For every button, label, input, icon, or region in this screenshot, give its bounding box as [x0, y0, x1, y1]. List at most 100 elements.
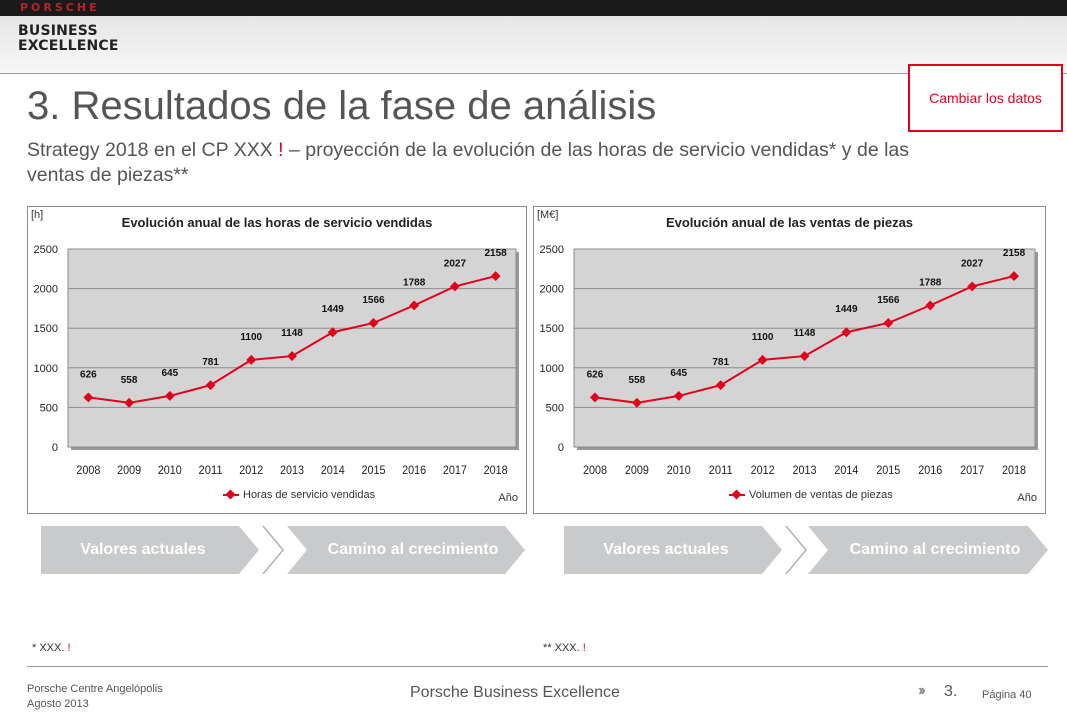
y-tick-label: 500: [546, 402, 564, 414]
data-point: [205, 380, 216, 391]
footnote-left-text: * XXX.: [32, 642, 68, 654]
line-chart-service-hours: 0 500 1000 1500 2000 2500 2008 2009 2010 2011 2012…: [34, 244, 519, 477]
x-tick-label: 2016: [918, 465, 942, 477]
footer-section-number: 3.: [944, 683, 958, 700]
y-tick-label: 1500: [540, 323, 564, 335]
data-label: 645: [670, 368, 687, 379]
page-subtitle: Strategy 2018 en el CP XXX ! – proyecció…: [27, 138, 927, 188]
change-data-button[interactable]: Cambiar los datos: [908, 64, 1063, 132]
y-tick-label: 1000: [540, 363, 564, 375]
data-label: 626: [587, 369, 604, 380]
footnote-right: ** XXX. !: [543, 642, 586, 654]
x-tick-label: 2015: [876, 465, 900, 477]
data-point: [883, 318, 894, 328]
header-banner: BUSINESS EXCELLENCE: [0, 16, 1067, 74]
data-label: 1148: [281, 328, 303, 339]
footnote-left: * XXX. !: [32, 642, 71, 654]
data-label: 1100: [240, 332, 262, 343]
data-label: 2158: [485, 248, 508, 259]
y-tick-label: 0: [52, 442, 58, 454]
data-label: 2027: [961, 258, 984, 269]
x-tick-label: 2008: [583, 465, 607, 477]
y-tick-label: 0: [558, 442, 564, 454]
x-tick-label: 2013: [793, 465, 817, 477]
line-chart-parts-sales: 0 500 1000 1500 2000 2500 2008 2009 2010 2011 2012…: [540, 244, 1038, 477]
x-tick-label: 2012: [239, 465, 263, 477]
subtitle-placeholder-mark: !: [278, 139, 284, 161]
data-label: 1100: [752, 332, 774, 343]
data-label: 558: [629, 375, 646, 386]
data-label: 558: [121, 375, 138, 386]
data-label: 1148: [794, 328, 816, 339]
plot-area: [573, 248, 1036, 448]
data-point: [631, 397, 642, 408]
data-label: 781: [202, 357, 219, 368]
legend-label: Volumen de ventas de piezas: [749, 489, 893, 501]
data-label: 645: [161, 368, 178, 379]
data-point: [715, 380, 726, 391]
x-tick-label: 2011: [199, 465, 223, 477]
program-logo: BUSINESS EXCELLENCE: [18, 24, 119, 54]
chart-panel-parts-sales: [M€] Evolución anual de las ventas de pi…: [533, 206, 1046, 514]
x-tick-label: 2017: [443, 465, 467, 477]
chevron-current-values-left[interactable]: Valores actuales: [41, 526, 259, 574]
y-tick-label: 2000: [34, 284, 58, 296]
data-point: [967, 281, 978, 292]
footnote-right-mark: !: [582, 642, 586, 654]
x-tick-label: 2017: [960, 465, 984, 477]
chevron-growth-path-right[interactable]: Camino al crecimiento: [808, 526, 1048, 574]
x-tick-label: 2009: [625, 465, 649, 477]
footer-divider: [27, 666, 1048, 667]
chart-title: Evolución anual de las ventas de piezas: [665, 215, 914, 230]
x-tick-label: 2018: [484, 465, 508, 477]
x-tick-label: 2016: [402, 465, 426, 477]
subtitle-part-2: – proyección de la evolución de las hora…: [27, 139, 910, 186]
data-label: 2158: [1003, 248, 1026, 259]
x-tick-label: 2013: [280, 465, 304, 477]
page-title: 3. Resultados de la fase de análisis: [27, 84, 657, 128]
program-line-2: EXCELLENCE: [18, 38, 119, 54]
y-tick-label: 2500: [34, 244, 58, 256]
data-label: 1788: [919, 277, 942, 288]
chart-legend: Volumen de ventas de piezas: [729, 489, 893, 501]
chart-unit-label: [h]: [31, 209, 44, 221]
x-tick-label: 2009: [117, 465, 141, 477]
y-tick-label: 500: [40, 402, 58, 414]
data-label: 1449: [322, 304, 345, 315]
data-label: 1566: [362, 295, 385, 306]
footnote-right-text: ** XXX.: [543, 642, 583, 654]
data-label: 1566: [877, 295, 900, 306]
y-tick-label: 1000: [34, 363, 58, 375]
data-point: [246, 354, 257, 365]
x-tick-label: 2010: [667, 465, 691, 477]
chart-panel-service-hours: [h] Evolución anual de las horas de serv…: [27, 206, 527, 514]
y-tick-label: 1500: [34, 323, 58, 335]
x-tick-label: 2015: [361, 465, 385, 477]
chart-legend: Horas de servicio vendidas: [223, 489, 375, 501]
double-chevron-right-icon: ››: [918, 682, 925, 699]
data-label: 1449: [835, 304, 858, 315]
x-tick-label: 2014: [834, 465, 859, 477]
top-bar: PORSCHE: [0, 0, 1067, 16]
x-axis-label: Año: [1017, 492, 1037, 504]
x-tick-label: 2014: [321, 465, 346, 477]
footer-dealer-info: Porsche Centre Angelópolis Agosto 2013: [27, 682, 163, 712]
chevron-separator-icon: [785, 526, 807, 574]
brand-logo-text: PORSCHE: [20, 1, 100, 14]
x-tick-label: 2018: [1002, 465, 1026, 477]
plot-area: [67, 248, 517, 448]
data-point: [799, 351, 810, 362]
chevron-growth-path-left[interactable]: Camino al crecimiento: [287, 526, 525, 574]
chevron-current-values-right[interactable]: Valores actuales: [564, 526, 782, 574]
legend-marker-icon: [729, 490, 745, 500]
program-line-1: BUSINESS: [18, 23, 98, 39]
footer-page-number: Página 40: [982, 689, 1032, 701]
chart-unit-label: [M€]: [537, 209, 559, 221]
chevron-separator-icon: [262, 526, 284, 574]
x-tick-label: 2011: [709, 465, 733, 477]
x-axis-label: Año: [498, 492, 518, 504]
y-tick-label: 2000: [540, 284, 564, 296]
chart-title: Evolución anual de las horas de servicio…: [121, 215, 433, 230]
footnote-left-mark: !: [67, 642, 71, 654]
data-label: 626: [80, 369, 97, 380]
